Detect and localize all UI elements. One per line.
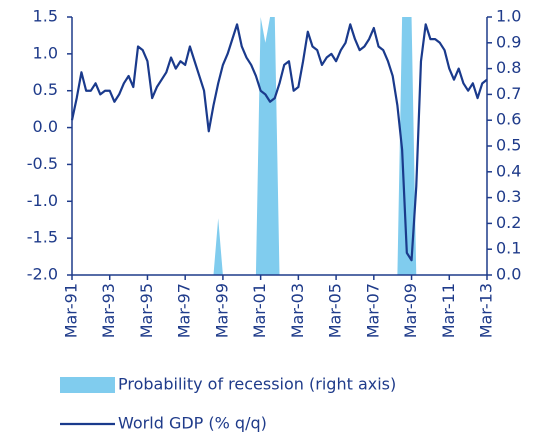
y-tick-label: 1.5 xyxy=(33,7,58,26)
x-tick-label: Mar-11 xyxy=(439,283,458,338)
y2-tick-label: 0.9 xyxy=(496,32,521,51)
y2-tick-label: 0.6 xyxy=(496,110,521,129)
y-tick-label: -1.5 xyxy=(27,228,58,247)
y2-tick-label: 0.7 xyxy=(496,84,521,103)
x-tick-label: Mar-99 xyxy=(212,283,231,338)
y2-tick-label: 0.4 xyxy=(496,161,521,180)
x-tick-label: Mar-95 xyxy=(137,283,156,338)
y-tick-label: -0.5 xyxy=(27,154,58,173)
legend-label: World GDP (% q/q) xyxy=(118,414,267,433)
y2-tick-label: 0.8 xyxy=(496,58,521,77)
x-tick-label: Mar-91 xyxy=(62,283,81,338)
x-tick-label: Mar-05 xyxy=(326,283,345,338)
legend-label: Probability of recession (right axis) xyxy=(118,375,396,394)
y-tick-label: -2.0 xyxy=(27,265,58,284)
x-tick-label: Mar-97 xyxy=(175,283,194,338)
gdp-line xyxy=(70,23,488,262)
legend-swatch xyxy=(60,377,115,393)
y2-tick-label: 0.3 xyxy=(496,187,521,206)
x-tick-label: Mar-09 xyxy=(401,283,420,338)
y-tick-label: -1.0 xyxy=(27,191,58,210)
y2-tick-label: 0.1 xyxy=(496,239,521,258)
x-tick-label: Mar-07 xyxy=(363,283,382,338)
recession-area xyxy=(72,17,487,275)
y-tick-label: 0.5 xyxy=(33,80,58,99)
y2-tick-label: 0.5 xyxy=(496,136,521,155)
x-tick-label: Mar-03 xyxy=(288,283,307,338)
y-tick-label: 1.0 xyxy=(33,43,58,62)
y2-tick-label: 1.0 xyxy=(496,7,521,26)
x-tick-label: Mar-93 xyxy=(99,283,118,338)
y2-tick-label: 0.2 xyxy=(496,213,521,232)
y-tick-label: 0.0 xyxy=(33,117,58,136)
x-tick-label: Mar-01 xyxy=(250,283,269,338)
y2-tick-label: 0.0 xyxy=(496,265,521,284)
x-tick-label: Mar-13 xyxy=(477,283,496,338)
